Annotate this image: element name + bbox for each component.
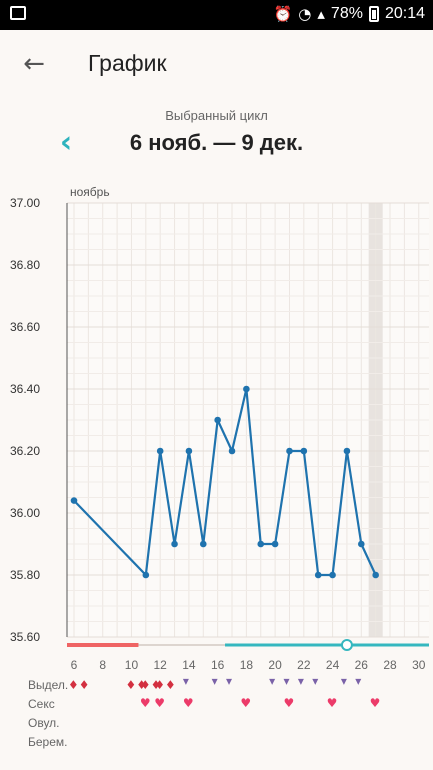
month-label: ноябрь	[70, 185, 110, 199]
status-bar: ⏰ ◔ ▴ 78% 20:14	[0, 0, 433, 30]
x-tick-label: 14	[182, 658, 196, 672]
wifi-icon: ◔	[298, 5, 312, 23]
heart-icon[interactable]: ♥	[154, 696, 165, 710]
page-title: График	[88, 50, 167, 76]
heart-icon[interactable]: ♥	[369, 696, 381, 710]
y-tick-label: 35.80	[10, 568, 40, 582]
heart-icon[interactable]: ♥	[182, 696, 194, 710]
x-tick-label: 20	[268, 658, 282, 672]
x-tick-label: 10	[125, 658, 139, 672]
x-tick-label: 18	[240, 658, 254, 672]
temperature-point	[156, 447, 164, 455]
discharge-icon[interactable]: ▾	[269, 674, 276, 688]
temperature-point	[171, 540, 178, 548]
alarm-icon: ⏰	[273, 5, 293, 23]
plot-area	[67, 203, 429, 637]
bleeding-icon[interactable]: ♦♦	[139, 678, 162, 692]
temperature-chart: 37.00 36.80 36.60 36.40 36.20 36.00 35.80 35.60…	[10, 185, 429, 672]
bleeding-icon[interactable]: ♦♦	[154, 678, 176, 692]
temperature-point	[358, 540, 365, 548]
x-tick-label: 24	[326, 658, 340, 672]
discharge-icon[interactable]: ▾	[283, 674, 290, 688]
cycle-caption: Выбранный цикл	[165, 108, 268, 123]
y-tick-label: 36.60	[10, 320, 40, 334]
discharge-icon[interactable]: ▾	[355, 674, 362, 688]
temperature-point	[372, 571, 379, 579]
temperature-point	[199, 540, 207, 548]
temperature-point	[300, 447, 308, 455]
x-tick-label: 30	[412, 658, 426, 672]
previous-cycle-button[interactable]: ‹	[52, 128, 80, 158]
temperature-point	[185, 447, 193, 455]
temperature-point	[329, 571, 336, 579]
today-highlight	[368, 203, 383, 637]
discharge-icon[interactable]: ▾	[211, 674, 218, 688]
temperature-point	[228, 447, 236, 455]
ovulation-marker	[340, 639, 353, 651]
x-tick-label: 12	[154, 658, 168, 672]
temperature-point	[271, 540, 279, 548]
y-tick-label: 36.40	[10, 382, 40, 396]
gallery-notification-icon	[10, 6, 26, 20]
row-label: Берем.	[28, 735, 68, 749]
discharge-icon[interactable]: ▾	[297, 674, 304, 688]
x-tick-label: 26	[355, 658, 369, 672]
clock: 20:14	[384, 5, 425, 22]
temperature-point	[70, 497, 78, 504]
x-tick-label: 28	[383, 658, 397, 672]
discharge-icon[interactable]: ▾	[340, 674, 347, 688]
battery-icon	[368, 6, 379, 22]
temperature-line	[73, 387, 377, 577]
y-tick-label: 36.00	[10, 506, 40, 520]
heart-icon[interactable]: ♥	[283, 696, 295, 710]
y-tick-label: 36.80	[10, 258, 40, 272]
heart-icon[interactable]: ♥	[139, 696, 151, 710]
temperature-point	[286, 447, 293, 455]
row-label: Выдел.	[28, 678, 69, 692]
discharge-icon[interactable]: ▾	[226, 674, 233, 688]
y-tick-label: 35.60	[10, 630, 40, 644]
x-tick-label: 22	[297, 658, 311, 672]
cycle-range: 6 нояб. — 9 дек.	[129, 130, 304, 155]
temperature-point	[142, 571, 150, 579]
x-tick-label: 16	[211, 658, 225, 672]
discharge-icon[interactable]: ▾	[312, 674, 319, 688]
signal-icon: ▴	[317, 5, 325, 23]
y-tick-label: 37.00	[10, 196, 40, 210]
row-label: Секс	[28, 697, 55, 711]
status-indicators: ⏰ ◔ ▴ 78% 20:14	[274, 5, 425, 23]
back-button[interactable]: ←	[18, 48, 50, 80]
temperature-point	[243, 385, 250, 393]
x-tick-label: 6	[71, 658, 78, 672]
x-tick-label: 8	[99, 658, 106, 672]
chevron-left-icon: ‹	[59, 125, 73, 160]
row-label: Овул.	[28, 716, 60, 730]
heart-icon[interactable]: ♥	[326, 696, 338, 710]
battery-percent: 78%	[330, 5, 363, 22]
bleeding-icon[interactable]: ♦♦	[125, 678, 147, 692]
heart-icon[interactable]: ♥	[240, 696, 252, 710]
temperature-point	[214, 416, 221, 424]
bleeding-icon[interactable]: ♦♦	[68, 678, 90, 692]
arrow-left-icon: ←	[23, 49, 45, 79]
y-tick-label: 36.20	[10, 444, 40, 458]
app-bar: ← График	[0, 30, 433, 100]
temperature-point	[343, 447, 351, 455]
discharge-icon[interactable]: ▾	[182, 674, 189, 688]
temperature-point	[314, 571, 322, 579]
temperature-point	[257, 540, 265, 548]
